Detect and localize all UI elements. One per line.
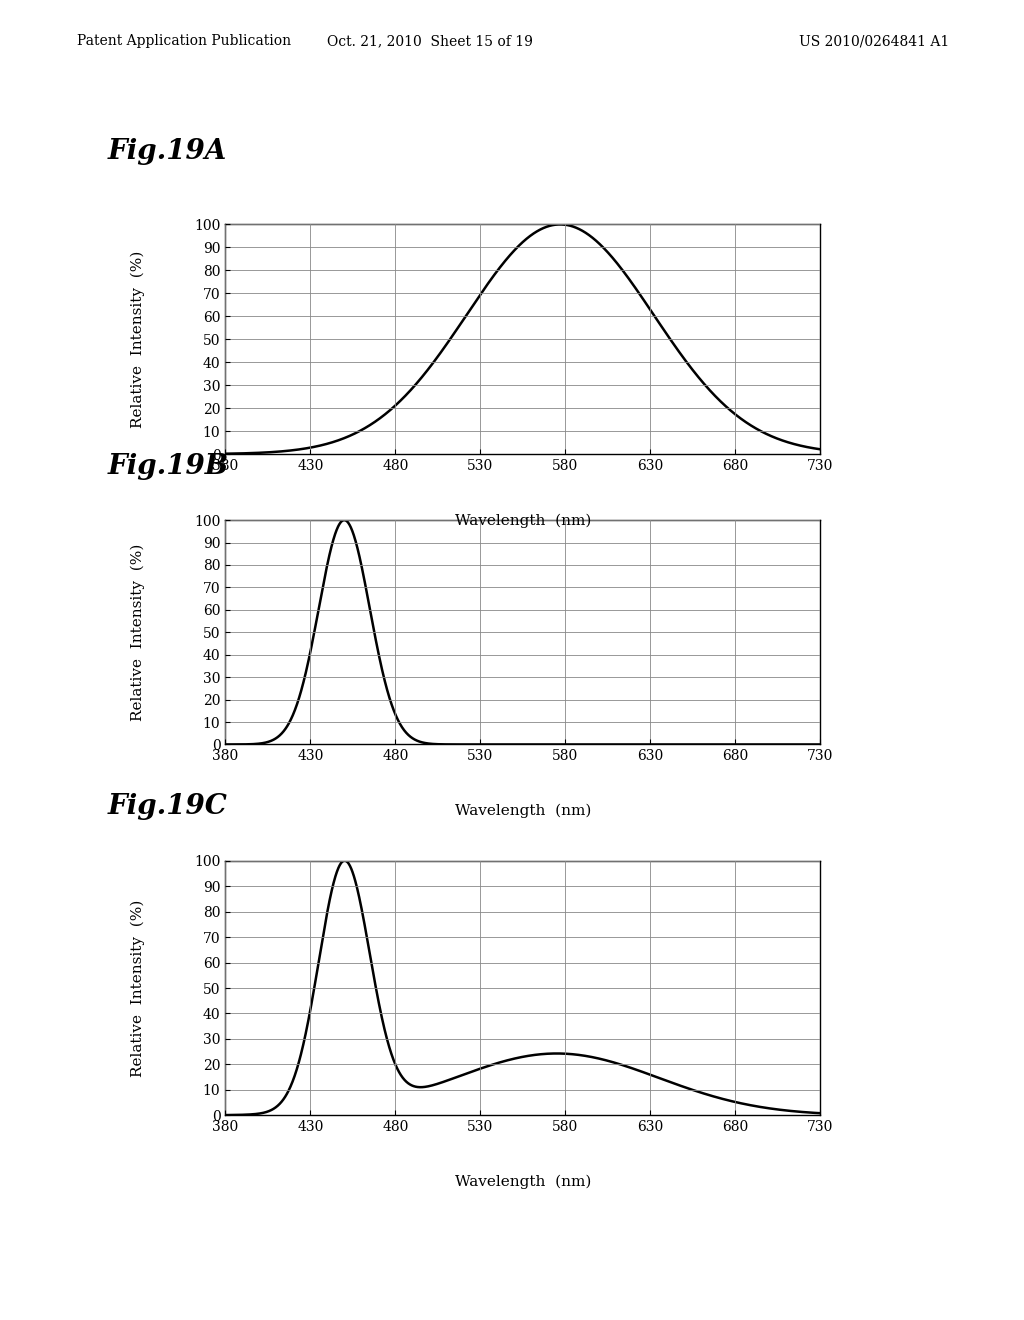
Text: Wavelength  (nm): Wavelength (nm) (455, 804, 591, 818)
Text: Wavelength  (nm): Wavelength (nm) (455, 1175, 591, 1189)
Text: Relative  Intensity  (%): Relative Intensity (%) (131, 899, 145, 1077)
Text: Fig.19C: Fig.19C (108, 793, 227, 820)
Text: Oct. 21, 2010  Sheet 15 of 19: Oct. 21, 2010 Sheet 15 of 19 (327, 34, 534, 49)
Text: Wavelength  (nm): Wavelength (nm) (455, 513, 591, 528)
Text: US 2010/0264841 A1: US 2010/0264841 A1 (799, 34, 949, 49)
Text: Patent Application Publication: Patent Application Publication (77, 34, 291, 49)
Text: Fig.19A: Fig.19A (108, 139, 226, 165)
Text: Relative  Intensity  (%): Relative Intensity (%) (131, 544, 145, 721)
Text: Relative  Intensity  (%): Relative Intensity (%) (131, 251, 145, 428)
Text: Fig.19B: Fig.19B (108, 454, 228, 480)
